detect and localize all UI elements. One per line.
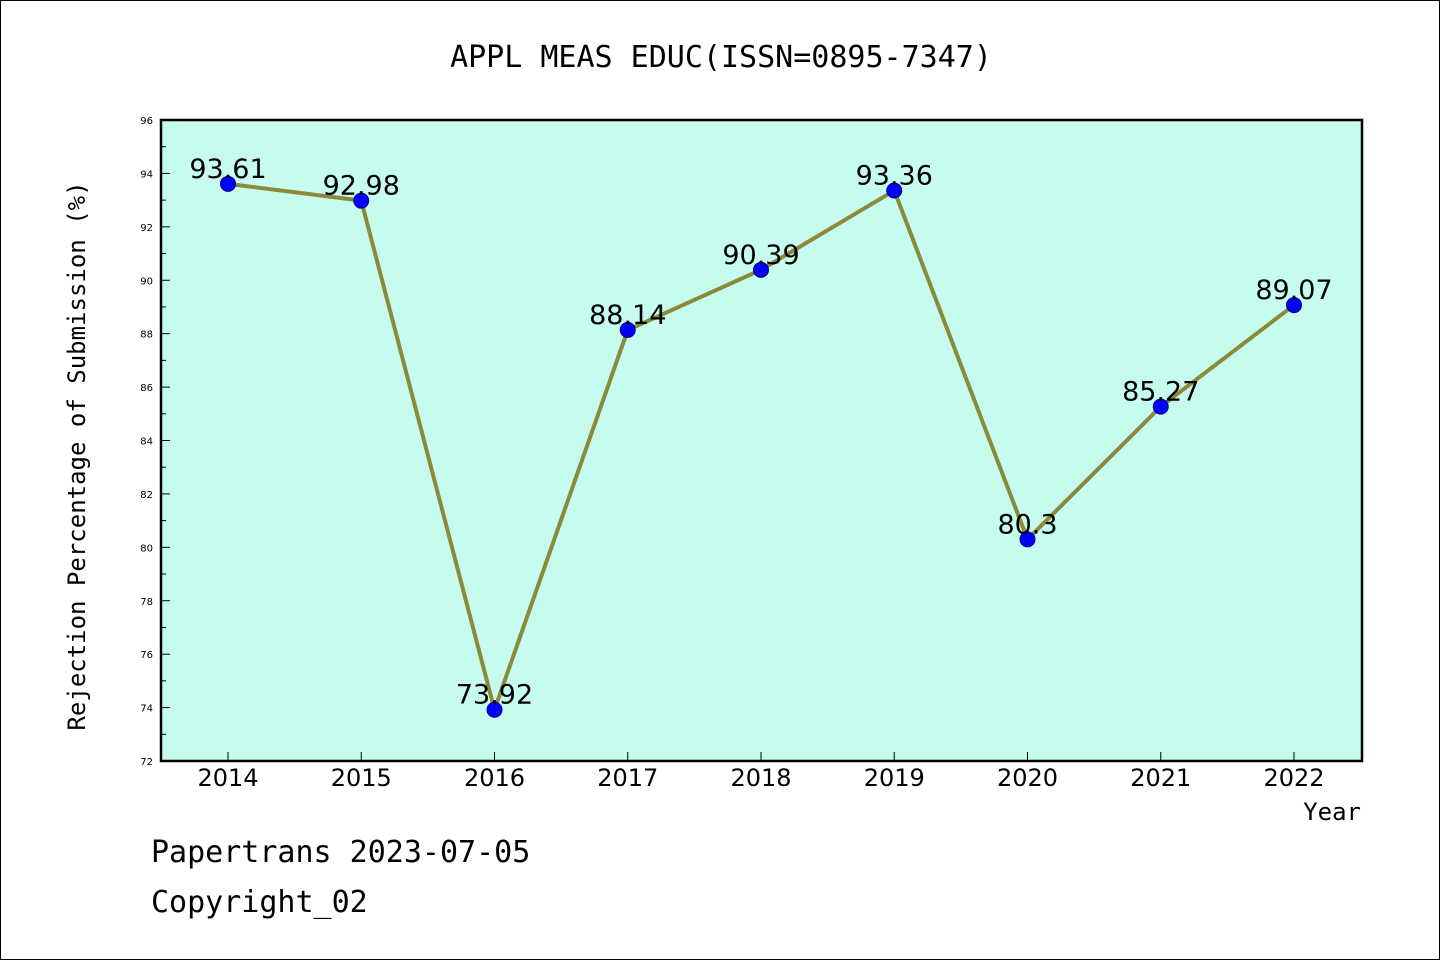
data-point [886, 182, 903, 199]
data-markers [220, 175, 1302, 718]
x-axis-label: Year [1303, 798, 1361, 826]
footer-copyright: Copyright_02 [151, 885, 368, 920]
y-tick-label: 72 [140, 757, 153, 768]
y-tick-label: 74 [140, 704, 153, 715]
y-tick-label: 78 [140, 597, 153, 608]
data-point [486, 701, 503, 718]
data-label: 93.61 [189, 154, 266, 185]
x-tick-label: 2019 [864, 764, 925, 792]
data-point [619, 321, 636, 338]
x-tick-label: 2016 [464, 764, 525, 792]
data-point [353, 192, 370, 209]
x-tick-label: 2015 [331, 764, 392, 792]
data-point [1152, 398, 1169, 415]
y-tick-label: 76 [140, 650, 153, 661]
data-point [1286, 297, 1302, 314]
data-label: 73.92 [456, 680, 533, 711]
data-label: 85.27 [1122, 377, 1199, 408]
y-tick-label: 96 [140, 116, 153, 127]
x-tick-label: 2018 [730, 764, 791, 792]
y-tick-label: 92 [140, 223, 153, 234]
data-point [1019, 531, 1036, 548]
x-tick-label: 2020 [997, 764, 1058, 792]
y-tick-label: 80 [140, 543, 153, 554]
y-tick-label: 82 [140, 490, 153, 501]
y-tick-label: 88 [140, 330, 153, 341]
data-point [220, 175, 236, 192]
data-point [753, 261, 769, 278]
plot-area [159, 118, 1364, 763]
y-tick-label: 90 [140, 276, 153, 287]
data-labels: 93.61 92.98 73.92 88.14 90.39 93.36 80.3 85.27 8… [189, 154, 1332, 711]
x-tick-label: 2022 [1263, 764, 1324, 792]
chart-title: APPL MEAS EDUC(ISSN=0895-7347) [450, 40, 992, 75]
y-tick-label: 94 [140, 169, 153, 180]
x-tick-label: 2021 [1130, 764, 1191, 792]
data-label: 90.39 [722, 240, 799, 271]
y-axis-label: Rejection Percentage of Submission (%) [63, 181, 91, 730]
x-tick-label: 2014 [197, 764, 258, 792]
y-tick-label: 86 [140, 383, 153, 394]
footer-date: Papertrans 2023-07-05 [151, 835, 531, 870]
data-label: 88.14 [589, 300, 666, 331]
y-tick-label: 84 [140, 437, 153, 448]
data-label: 92.98 [323, 171, 400, 202]
y-axis: 72 74 76 78 80 82 84 86 88 90 92 94 96 [140, 116, 170, 768]
data-label: 93.36 [856, 161, 933, 192]
data-label: 80.3 [997, 509, 1057, 540]
data-label: 89.07 [1255, 275, 1332, 306]
x-axis: 2014 2015 2016 2017 2018 2019 2020 2021 2022 [197, 752, 1325, 792]
x-tick-label: 2017 [597, 764, 658, 792]
